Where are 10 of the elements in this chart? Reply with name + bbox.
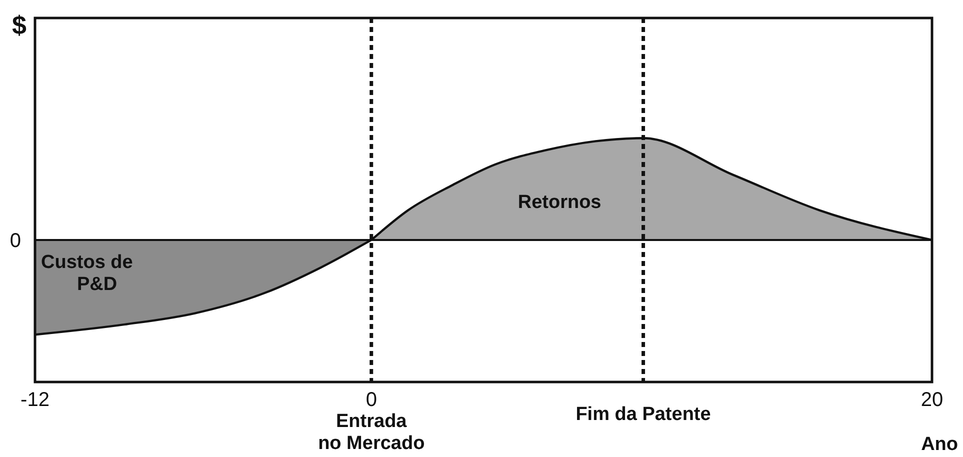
x-tick-label: 0	[366, 389, 377, 412]
x-axis-title: Ano	[921, 434, 958, 455]
text: 0	[10, 230, 21, 252]
series-label: Custos de P&D	[41, 252, 133, 295]
x-tick-label: -12	[20, 389, 50, 412]
ref-line-label: Entrada no Mercado	[318, 411, 425, 454]
ref-line-label: Fim da Patente	[576, 404, 711, 425]
x-tick-label: 20	[920, 389, 944, 412]
series-label: Retornos	[518, 192, 602, 213]
y-axis-title: $	[12, 10, 27, 40]
